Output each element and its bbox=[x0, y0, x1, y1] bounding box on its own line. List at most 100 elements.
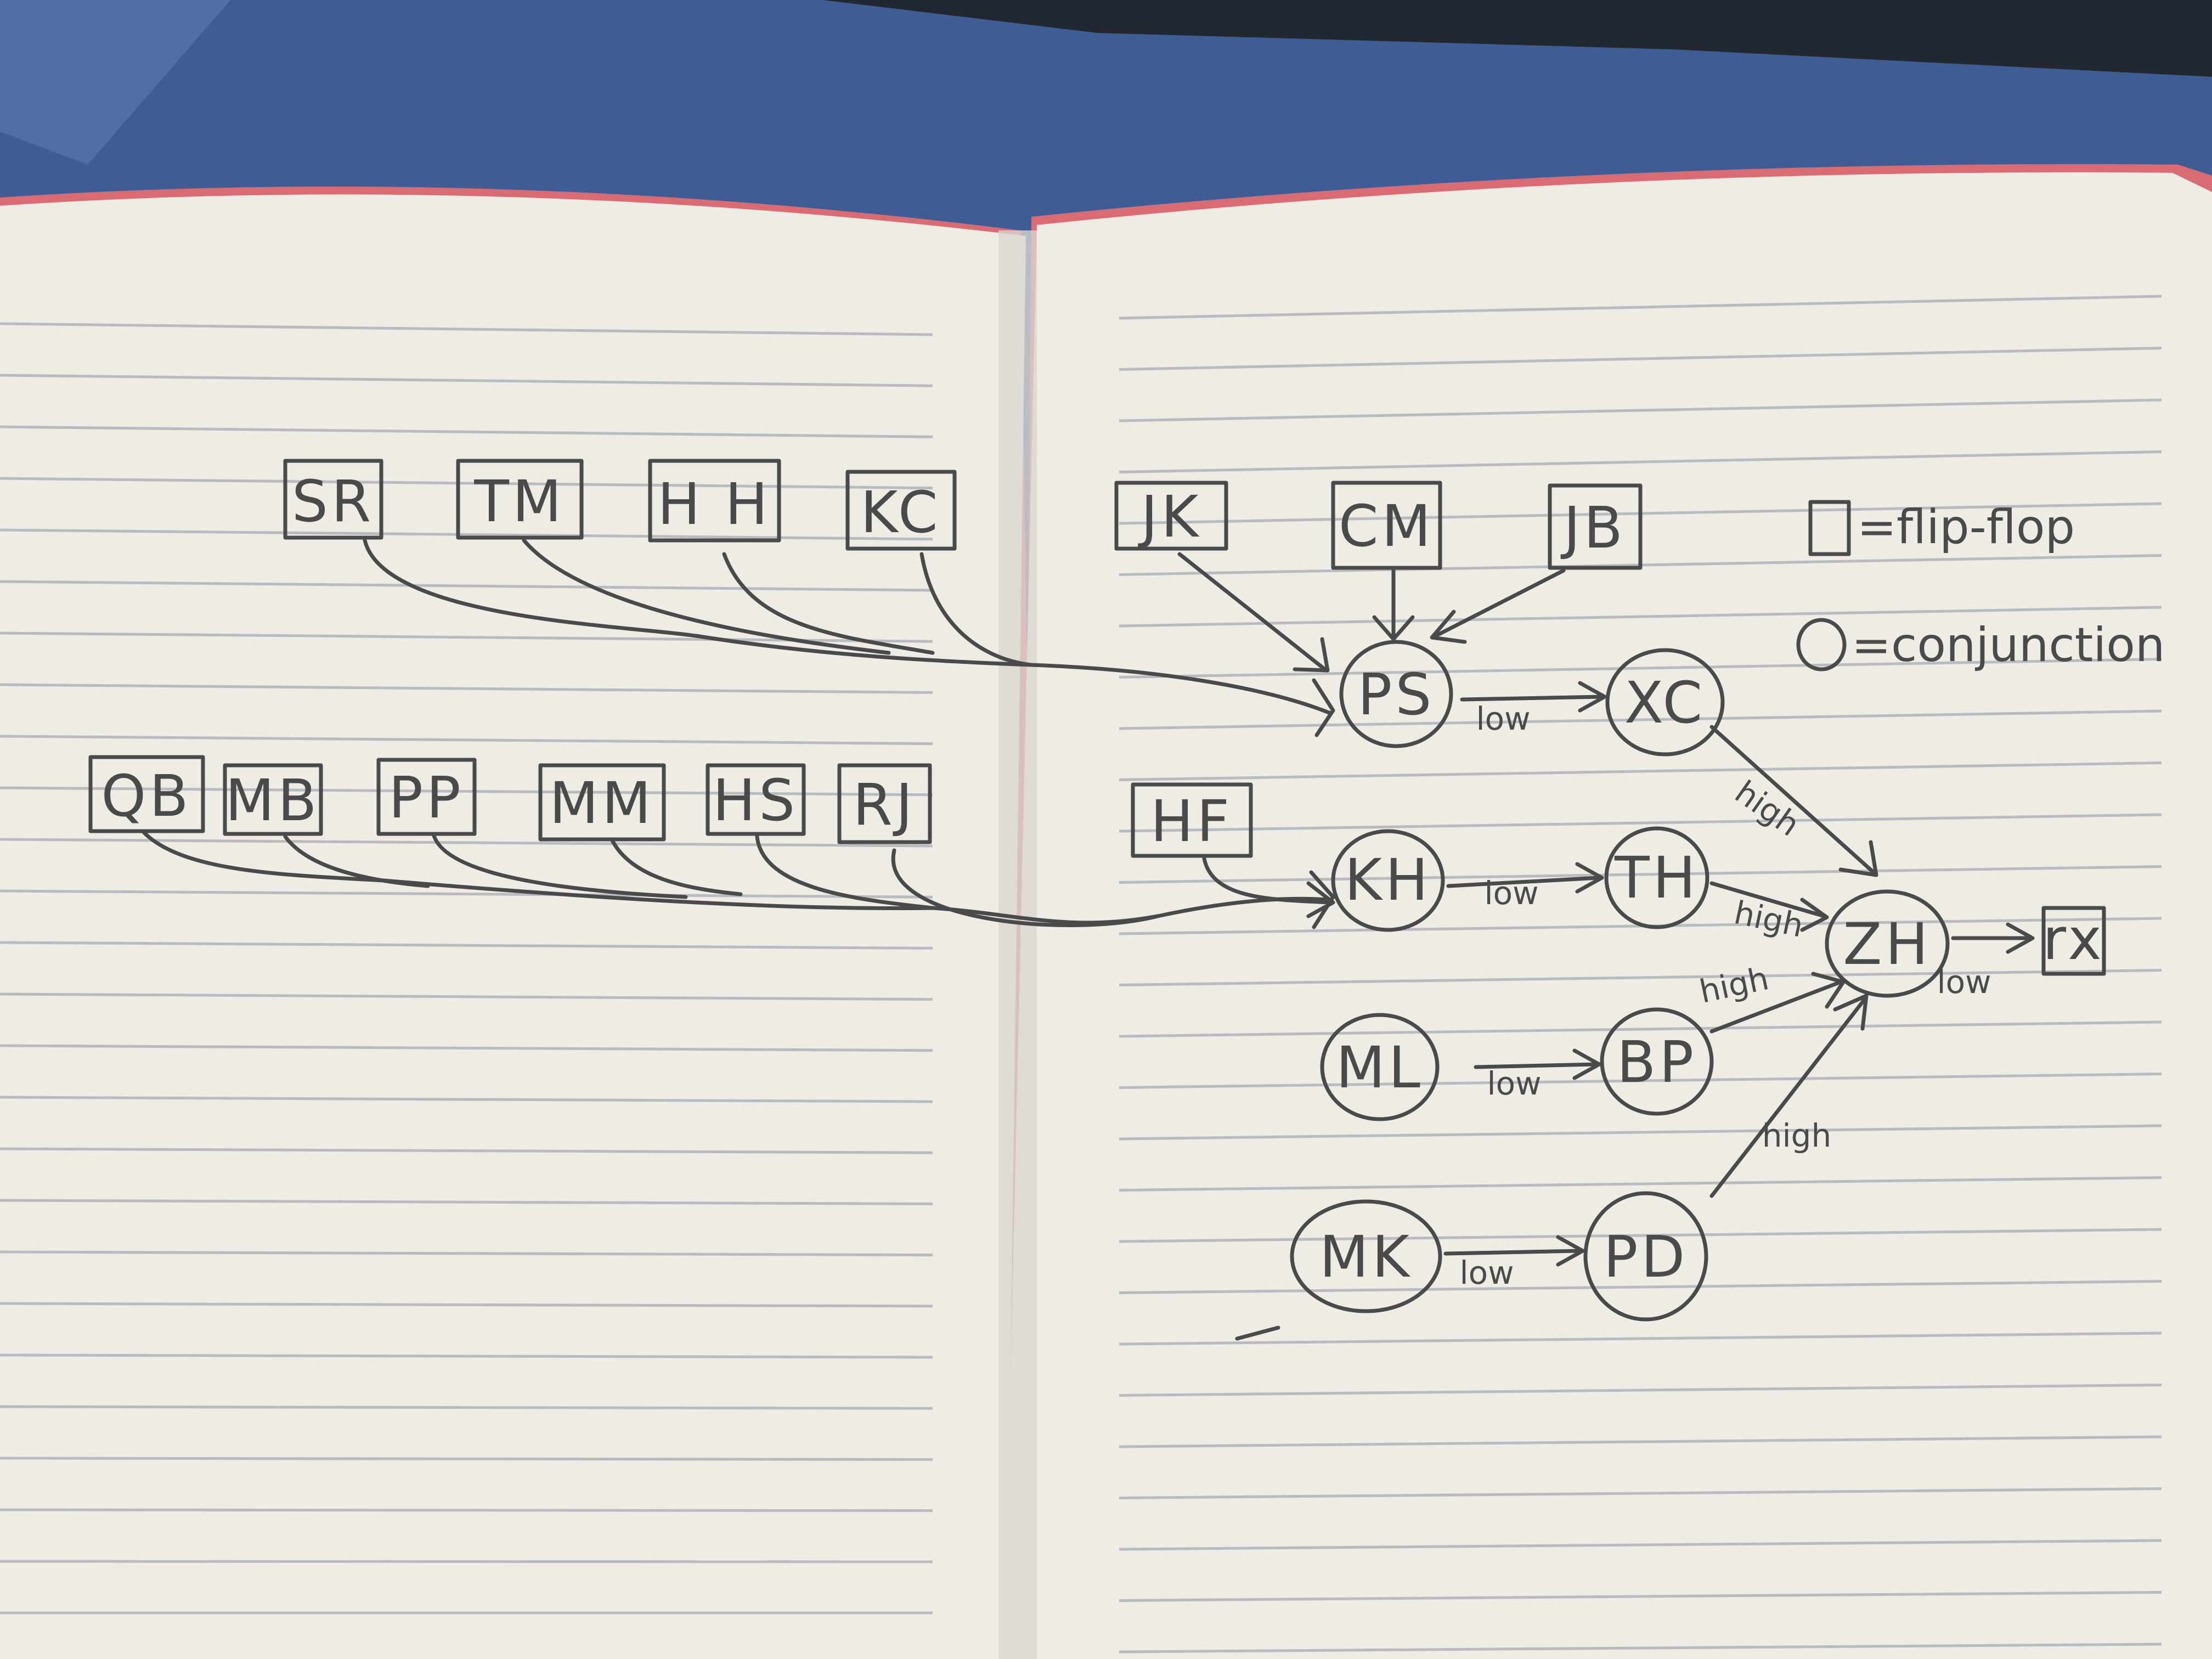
rule-line bbox=[0, 1044, 933, 1052]
rule-line bbox=[1119, 398, 2162, 422]
arrow-cm-ps bbox=[1372, 568, 1415, 641]
arrow-kh-th bbox=[1446, 862, 1604, 894]
rule-line bbox=[1119, 1643, 2162, 1654]
edge-label-kh-th: low bbox=[1484, 874, 1538, 912]
arrow-hf-kh bbox=[1202, 856, 1335, 918]
flipflop-qb bbox=[88, 755, 205, 833]
conjunction-zh bbox=[1825, 889, 1950, 998]
edge-label-zh-rx: low bbox=[1937, 963, 1991, 1001]
wire-sr bbox=[363, 538, 702, 639]
label-tm: TM bbox=[473, 468, 565, 535]
flipflop-mm bbox=[538, 763, 666, 842]
rule-line bbox=[1119, 1124, 2162, 1141]
conjunction-th bbox=[1604, 826, 1709, 929]
rule-line bbox=[1119, 865, 2162, 884]
right-page bbox=[1004, 172, 2212, 1659]
conjunction-ml bbox=[1320, 1013, 1440, 1121]
rule-line bbox=[0, 322, 933, 336]
rule-line bbox=[1119, 1591, 2162, 1602]
arrowhead-kh-bus bbox=[1309, 870, 1335, 929]
arrow-mk-pd bbox=[1443, 1235, 1585, 1267]
arrowhead-ps-bus bbox=[1312, 678, 1335, 737]
rule-line bbox=[1119, 450, 2162, 473]
rule-line bbox=[0, 1560, 933, 1564]
label-rj: RJ bbox=[853, 771, 916, 838]
wire-kc bbox=[919, 552, 1034, 667]
rule-line bbox=[0, 631, 933, 643]
conjunction-bp bbox=[1600, 1007, 1714, 1116]
legend-circle-icon bbox=[1796, 618, 1847, 672]
rule-line bbox=[1119, 1384, 2162, 1397]
conjunction-ps bbox=[1339, 640, 1453, 748]
label-mb: MB bbox=[225, 767, 320, 834]
rule-line bbox=[0, 1199, 933, 1205]
rule-line bbox=[1119, 1487, 2162, 1499]
rule-line bbox=[0, 1405, 933, 1410]
wire-hs bbox=[755, 834, 935, 910]
arrow-jb-ps bbox=[1430, 568, 1566, 644]
arrow-jk-ps bbox=[1177, 552, 1330, 673]
wire-merge-ps bbox=[697, 634, 1333, 715]
edge-label-pd-zh: high bbox=[1762, 1117, 1831, 1154]
rule-line bbox=[1119, 658, 2162, 679]
rule-line bbox=[1119, 1331, 2162, 1346]
arrow-pd-zh bbox=[1709, 994, 1869, 1198]
page-gutter bbox=[998, 230, 1037, 1659]
rule-line bbox=[1119, 606, 2162, 628]
label-mk: MK bbox=[1319, 1223, 1413, 1290]
flipflop-rj bbox=[837, 763, 932, 844]
label-kc: KC bbox=[860, 479, 941, 546]
wire-pp bbox=[431, 832, 688, 899]
rule-line bbox=[0, 786, 933, 797]
right-page-rules bbox=[1119, 295, 2162, 1654]
label-qb: QB bbox=[101, 763, 191, 830]
rule-line bbox=[1119, 1020, 2162, 1038]
label-zh: ZH bbox=[1843, 911, 1931, 978]
desk-highlight bbox=[0, 0, 230, 165]
label-ps: PS bbox=[1358, 661, 1435, 728]
rule-line bbox=[0, 992, 933, 1001]
flipflop-sr bbox=[283, 459, 383, 540]
legend-conjunction-text: =conjunction bbox=[1852, 618, 2165, 673]
rule-line bbox=[0, 425, 933, 438]
label-xc: XC bbox=[1624, 669, 1706, 736]
label-hh: H H bbox=[657, 471, 771, 538]
rule-line bbox=[0, 1302, 933, 1308]
flipflop-kc bbox=[845, 470, 957, 551]
label-kh: KH bbox=[1345, 847, 1431, 913]
rule-line bbox=[1119, 1073, 2162, 1089]
edge-label-ps-xc: low bbox=[1476, 700, 1530, 737]
label-jk: JK bbox=[1138, 483, 1202, 550]
arrow-xc-zh bbox=[1709, 725, 1878, 877]
rule-line bbox=[0, 1457, 933, 1461]
wire-qb bbox=[140, 829, 386, 883]
diagram bbox=[88, 459, 2106, 1341]
label-rx: rx bbox=[2042, 906, 2105, 973]
label-pd: PD bbox=[1604, 1223, 1689, 1290]
wire-hh bbox=[722, 552, 935, 655]
rule-line bbox=[1119, 347, 2162, 371]
rule-line bbox=[1119, 295, 2162, 320]
rule-line bbox=[0, 374, 933, 387]
flipflop-cm bbox=[1331, 481, 1442, 570]
rule-line bbox=[0, 683, 933, 694]
flipflop-hf bbox=[1131, 782, 1253, 858]
rule-line bbox=[1119, 709, 2162, 730]
rule-line bbox=[1119, 813, 2162, 833]
label-ml: ML bbox=[1336, 1034, 1424, 1101]
wire-tm bbox=[522, 538, 891, 655]
edge-label-mk-pd: low bbox=[1459, 1254, 1514, 1291]
wire-merge-kh bbox=[382, 878, 1160, 925]
left-page bbox=[0, 194, 1026, 1659]
wire-mm bbox=[610, 837, 743, 896]
flipflop-pp bbox=[376, 758, 477, 836]
arrow-bp-zh bbox=[1709, 972, 1846, 1034]
rule-line bbox=[0, 941, 933, 950]
flipflop-rx bbox=[2041, 906, 2106, 976]
label-th: TH bbox=[1614, 844, 1699, 911]
rule-line bbox=[1119, 1228, 2162, 1243]
rule-line bbox=[0, 580, 933, 592]
label-sr: SR bbox=[292, 468, 374, 535]
arrow-th-zh bbox=[1709, 881, 1829, 932]
label-pp: PP bbox=[388, 764, 464, 831]
